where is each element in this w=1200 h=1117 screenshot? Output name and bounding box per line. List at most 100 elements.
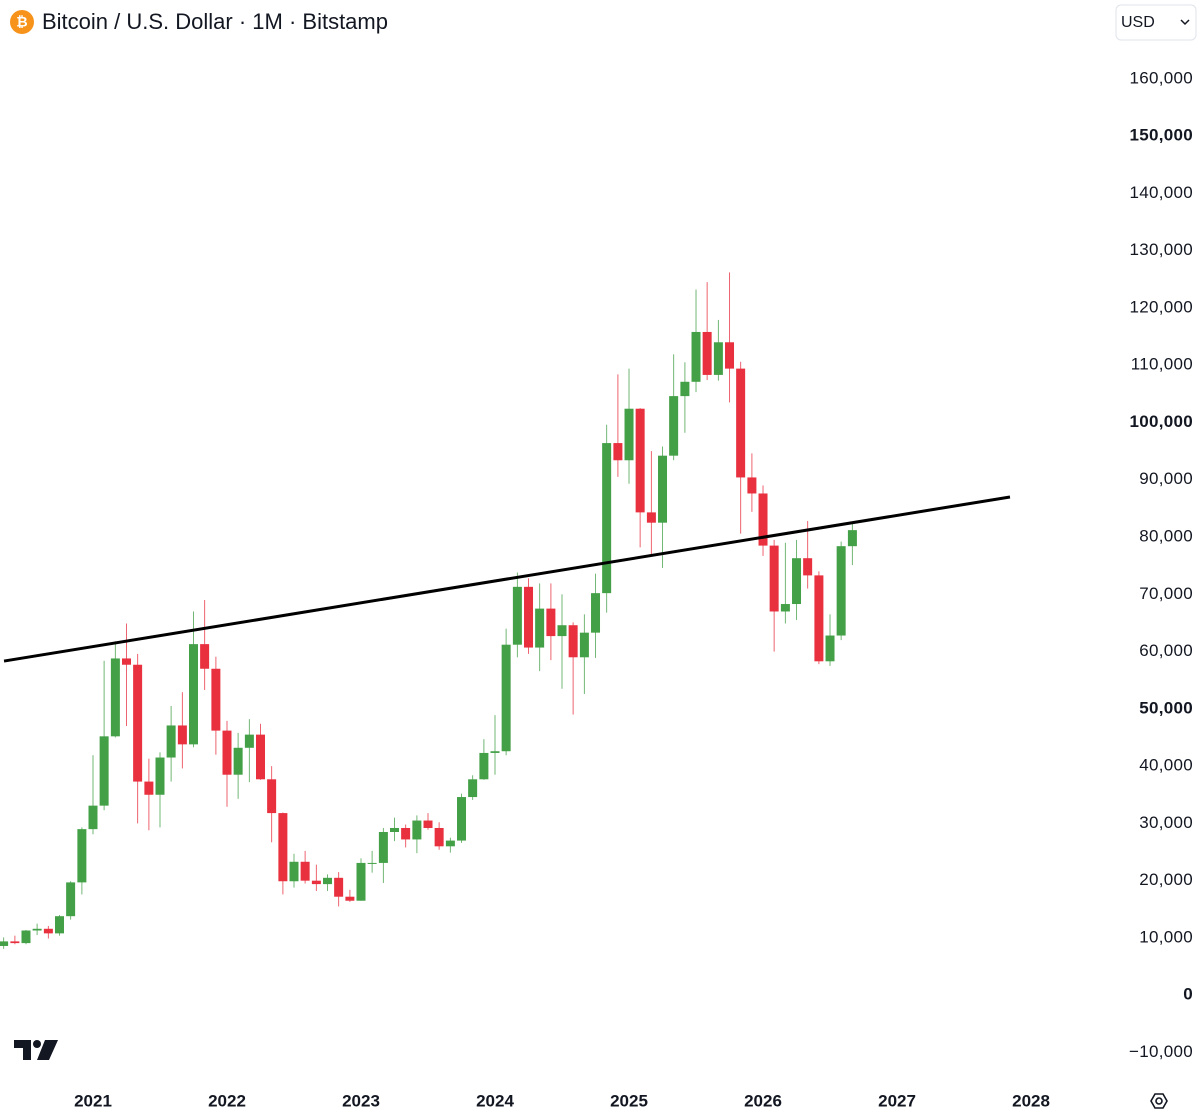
candle-body	[713, 342, 723, 375]
candle-body	[613, 443, 623, 461]
candle	[524, 578, 534, 654]
candle-body	[680, 381, 690, 397]
candle	[378, 827, 388, 883]
y-tick-label: 90,000	[1139, 469, 1193, 488]
settings-button[interactable]	[1150, 1093, 1168, 1109]
candle	[99, 660, 109, 811]
candle-body	[222, 730, 232, 775]
candle-body	[769, 545, 779, 612]
candle	[814, 571, 824, 665]
candle-body	[110, 658, 120, 737]
candle-body	[122, 658, 132, 665]
candle	[680, 362, 690, 433]
candle-body	[780, 604, 790, 612]
candle	[602, 424, 612, 613]
candle-body	[390, 827, 400, 832]
candle-body	[702, 331, 712, 375]
candle	[412, 815, 422, 854]
candle	[323, 874, 333, 891]
candle-body	[345, 896, 355, 901]
candle-body	[591, 593, 601, 633]
candle	[747, 453, 757, 512]
candle	[490, 715, 500, 775]
candle-body	[736, 368, 746, 478]
candle	[579, 614, 589, 694]
candle	[256, 723, 266, 780]
candle	[0, 937, 9, 949]
candle	[658, 446, 668, 568]
candle	[624, 368, 634, 484]
candle-body	[99, 736, 109, 806]
tradingview-logo[interactable]	[14, 1040, 58, 1060]
candle-body	[624, 408, 634, 461]
candle-body	[356, 862, 366, 901]
candle	[133, 653, 143, 824]
candle	[479, 739, 489, 780]
candle-body	[54, 916, 64, 934]
candle	[367, 850, 377, 873]
y-tick-label: 160,000	[1129, 68, 1193, 87]
candle	[110, 641, 120, 738]
candle	[43, 925, 53, 939]
candle	[501, 628, 511, 756]
candle	[736, 361, 746, 534]
y-tick-label: −10,000	[1129, 1042, 1193, 1061]
candle	[155, 752, 165, 828]
candle	[88, 755, 98, 835]
candle-body	[233, 747, 243, 775]
candle	[278, 812, 288, 895]
candle	[54, 915, 64, 936]
candle	[311, 864, 321, 891]
candle-body	[211, 668, 221, 731]
candle-body	[200, 644, 210, 669]
x-tick-label: 2022	[208, 1091, 246, 1110]
candle-body	[323, 877, 333, 885]
candle	[546, 583, 556, 661]
x-tick-label: 2025	[610, 1091, 648, 1110]
x-tick-label: 2027	[878, 1091, 916, 1110]
candle-body	[535, 608, 545, 648]
candle-body	[557, 625, 567, 637]
candle	[401, 824, 411, 848]
candle-body	[401, 827, 411, 840]
candle	[166, 705, 176, 782]
candle-body	[166, 725, 176, 758]
y-tick-label: 100,000	[1129, 412, 1193, 431]
y-tick-label: 30,000	[1139, 813, 1193, 832]
y-tick-label: 110,000	[1131, 355, 1193, 374]
candle-body	[468, 779, 478, 798]
y-tick-label: 0	[1183, 985, 1193, 1004]
candle	[244, 719, 254, 783]
currency-button[interactable]: USD	[1115, 4, 1197, 41]
x-tick-label: 2024	[476, 1091, 514, 1110]
y-tick-label: 40,000	[1139, 756, 1193, 775]
candle	[758, 485, 768, 556]
candle	[267, 766, 277, 843]
plot-area: −10,000 0 10,000 20,000 30,000 40,000 50,000 60…	[0, 68, 1193, 1110]
y-tick-label: 60,000	[1139, 641, 1193, 660]
candle-body	[32, 928, 42, 931]
candle	[345, 889, 355, 902]
candle	[836, 541, 846, 641]
candle	[356, 858, 366, 901]
y-tick-label: 50,000	[1139, 698, 1193, 717]
candle-body	[378, 831, 388, 863]
candle-body	[457, 797, 467, 841]
candle	[557, 594, 567, 689]
candle-body	[602, 443, 612, 594]
candle	[457, 793, 467, 843]
candle	[77, 827, 87, 895]
candle-body	[825, 635, 835, 662]
candle-body	[88, 805, 98, 830]
candle	[792, 539, 802, 621]
candle-body	[747, 477, 757, 494]
candle	[423, 813, 433, 830]
candle-body	[267, 779, 277, 814]
candle	[233, 732, 243, 799]
x-tick-label: 2021	[74, 1091, 112, 1110]
candle	[334, 872, 344, 907]
candle	[445, 837, 455, 853]
candle-body	[300, 861, 310, 881]
candle-body	[669, 396, 679, 456]
